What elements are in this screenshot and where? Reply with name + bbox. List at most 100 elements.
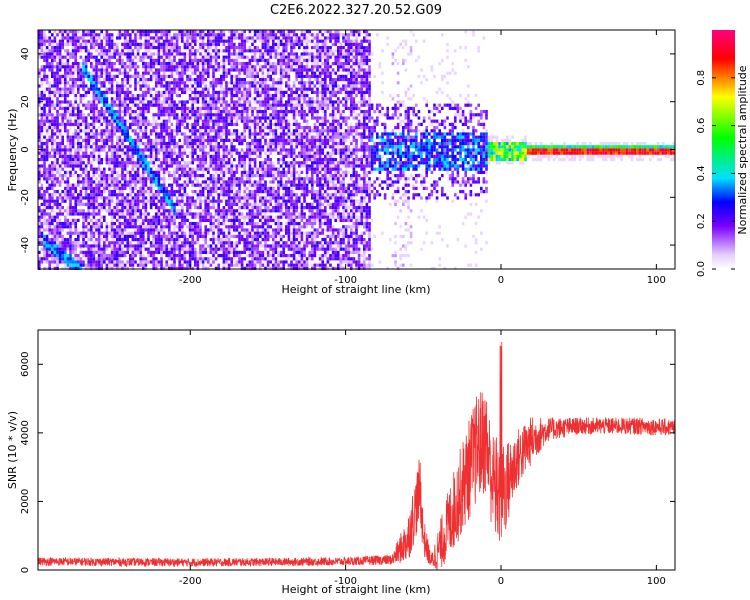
spectrogram-cell <box>233 84 236 88</box>
spectrogram-cell <box>186 138 189 142</box>
spectrogram-cell <box>168 39 171 43</box>
spectrogram-cell <box>139 164 142 168</box>
spectrogram-cell <box>84 250 88 254</box>
spectrogram-cell <box>217 110 220 114</box>
spectrogram-cell <box>191 170 194 174</box>
spectrogram-cell <box>170 215 174 219</box>
spectrogram-cell <box>155 244 158 248</box>
spectrogram-cell <box>157 46 161 50</box>
spectrogram-cell <box>165 65 168 69</box>
spectrogram-cell <box>157 58 161 62</box>
spectrogram-cell <box>160 196 163 200</box>
spectrogram-cell <box>61 247 64 251</box>
spectrogram-cell <box>217 174 220 178</box>
spectrogram-cell <box>238 180 241 184</box>
spectrogram-cell <box>160 90 163 94</box>
spectrogram-cell <box>253 71 257 75</box>
spectrogram-cell <box>105 36 109 40</box>
spectrogram-cell <box>170 135 174 139</box>
spectrogram-cell <box>168 148 171 152</box>
spectrogram-cell <box>58 209 62 213</box>
spectrogram-cell <box>214 65 218 69</box>
spectrogram-cell <box>209 145 213 149</box>
spectrogram-cell <box>225 90 228 94</box>
spectrogram-cell <box>45 39 49 43</box>
spectrogram-cell <box>186 74 189 78</box>
spectrogram-cell <box>183 90 187 94</box>
spectrogram-cell <box>160 164 163 168</box>
spectrogram-cell <box>183 218 187 222</box>
spectrogram-cell <box>118 142 122 146</box>
spectrogram-cell <box>97 62 101 66</box>
spectrogram-cell <box>51 177 54 181</box>
spectrogram-cell <box>240 263 244 267</box>
spectrogram-cell <box>43 260 46 264</box>
spectrogram-cell <box>235 209 239 213</box>
spectrogram-cell <box>84 177 88 181</box>
spectrogram-cell <box>74 113 77 117</box>
spectrogram-cell <box>227 196 231 200</box>
spectrogram-cell <box>95 231 98 235</box>
spectrogram-cell <box>227 266 231 270</box>
spectrogram-cell <box>129 247 132 251</box>
spectrogram-cell <box>139 46 142 50</box>
spectrogram-cell <box>222 215 226 219</box>
spectrogram-cell <box>64 110 67 114</box>
spectrogram-cell <box>225 170 228 174</box>
spectrogram-cell <box>225 215 228 219</box>
spectrogram-cell <box>157 164 161 168</box>
spectrogram-cell <box>178 190 181 194</box>
spectrogram-cell <box>264 78 267 82</box>
spectrogram-cell <box>191 225 194 229</box>
spectrogram-cell <box>131 260 135 264</box>
spectrogram-cell <box>246 180 249 184</box>
spectrogram-cell <box>173 129 176 133</box>
spectrogram-cell <box>264 62 267 66</box>
spectrogram-cell <box>191 241 194 245</box>
spectrogram-cell <box>183 126 187 130</box>
spectrogram-cell <box>264 174 267 178</box>
spectrogram-cell <box>238 113 241 117</box>
spectrogram-cell <box>84 103 88 107</box>
spectrogram-cell <box>118 84 122 88</box>
spectrogram-cell <box>123 244 127 248</box>
spectrogram-cell <box>64 36 67 40</box>
spectrogram-cell <box>243 65 246 69</box>
spectrogram-cell <box>207 260 210 264</box>
spectrogram-cell <box>191 122 194 126</box>
spectrogram-cell <box>235 151 239 155</box>
spectrogram-cell <box>194 62 197 66</box>
spectrogram-cell <box>227 87 231 91</box>
spectrogram-cell <box>71 222 75 226</box>
spectrogram-cell <box>61 199 64 203</box>
spectrogram-cell <box>186 260 189 264</box>
spectrogram-cell <box>243 110 246 114</box>
spectrogram-cell <box>61 138 64 142</box>
spectrogram-cell <box>207 33 210 37</box>
spectrogram-cell <box>178 126 181 130</box>
spectrogram-cell <box>95 119 98 123</box>
spectrogram-cell <box>235 164 239 168</box>
spectrogram-cell <box>71 244 75 248</box>
spectrogram-cell <box>165 254 168 258</box>
spectrogram-cell <box>142 90 145 94</box>
spectrogram-cell <box>212 234 215 238</box>
spectrogram-cell <box>90 42 93 46</box>
spectrogram-cell <box>144 228 148 232</box>
spectrogram-cell <box>178 244 181 248</box>
spectrogram-cell <box>71 65 75 69</box>
spectrogram-cell <box>90 129 93 133</box>
spectrogram-cell <box>160 222 163 226</box>
spectrogram-cell <box>160 250 163 254</box>
spectrogram-cell <box>56 81 59 85</box>
spectrogram-cell <box>48 30 51 34</box>
spectrogram-cell <box>157 199 161 203</box>
spectrogram-cell <box>40 68 44 72</box>
spectrogram-cell <box>61 126 64 130</box>
spectrogram-cell <box>248 68 252 72</box>
spectrogram-cell <box>233 49 236 53</box>
spectrogram-cell <box>84 174 88 178</box>
spectrogram-cell <box>43 161 46 165</box>
spectrogram-cell <box>69 257 72 261</box>
spectrogram-cell <box>100 42 103 46</box>
